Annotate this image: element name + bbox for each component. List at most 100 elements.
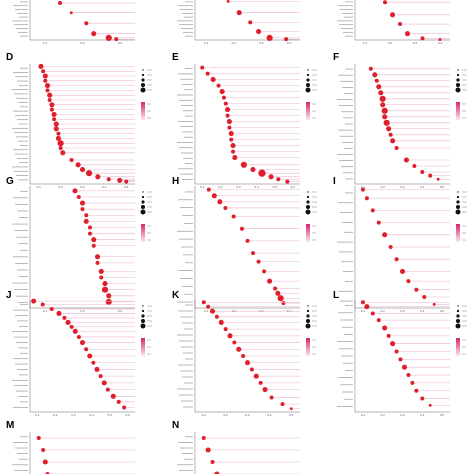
data-point [205, 71, 210, 76]
panel-l: L 0.1 0.2 0.3 0.4 0.5 [333, 290, 467, 417]
data-point [210, 77, 216, 83]
data-point [88, 225, 92, 230]
axis [29, 64, 135, 185]
data-point [40, 302, 45, 307]
size-legend-circle [306, 200, 310, 204]
data-point [251, 251, 256, 256]
axis [29, 0, 135, 41]
size-legend-circle [141, 200, 145, 204]
data-point [98, 268, 104, 274]
data-point [360, 187, 365, 192]
size-legend-circle [141, 73, 145, 77]
colorbar [141, 224, 145, 242]
panel-g: G 0.1 0.2 0.3 [6, 176, 152, 313]
data-point [69, 158, 74, 162]
axis [194, 186, 300, 309]
data-point [114, 37, 119, 42]
size-legend-circle [455, 204, 461, 210]
size-legend-circle [456, 78, 460, 82]
data-point [60, 150, 66, 156]
data-point [370, 208, 375, 213]
panel-letter: E [172, 52, 179, 63]
axis [29, 300, 135, 413]
data-point [214, 314, 219, 319]
size-legend-circle [141, 314, 145, 318]
data-point [398, 357, 403, 362]
data-point [83, 218, 89, 224]
x-tick-label: 0.3 [236, 185, 241, 189]
panel-letter: J [6, 290, 12, 301]
data-point [432, 302, 436, 306]
data-point [268, 174, 274, 180]
size-legend-circle [305, 82, 311, 88]
data-point [101, 286, 109, 293]
size-legend-circle [140, 87, 146, 93]
data-point [124, 179, 129, 184]
size-legend-circle [456, 309, 460, 313]
x-tick-label: 0.4 [420, 413, 425, 417]
data-point [122, 405, 127, 410]
data-point [76, 334, 81, 339]
colorbar [141, 102, 145, 120]
data-point [374, 78, 379, 83]
data-point [223, 205, 228, 210]
data-point [221, 95, 226, 100]
data-point [280, 402, 285, 407]
x-tick-label: 0.2 [53, 413, 58, 417]
data-point [378, 90, 384, 96]
x-tick-label: 0.6 [126, 413, 131, 417]
size-legend-circle [455, 209, 461, 215]
data-point [388, 132, 393, 137]
colorbar [306, 338, 310, 356]
data-point [38, 63, 44, 69]
data-point [231, 214, 236, 219]
x-tick-label: 0.3 [413, 41, 418, 45]
x-tick-label: 0.6 [291, 185, 296, 189]
x-tick-label: 0.1 [37, 185, 42, 189]
data-point [79, 340, 86, 346]
data-point [91, 31, 97, 37]
x-tick-label: 0.2 [381, 413, 386, 417]
x-tick-label: 0.1 [43, 41, 48, 45]
data-point [53, 121, 59, 127]
data-point [91, 237, 97, 243]
data-point [105, 34, 112, 42]
panel-letter: M [6, 420, 14, 431]
panel-letter: F [333, 52, 339, 63]
data-point [273, 286, 278, 291]
size-legend-circle [306, 309, 310, 313]
x-tick-label: 0.1 [361, 309, 366, 313]
size-legend-circle [142, 191, 144, 193]
data-point [266, 34, 273, 42]
data-point [390, 341, 396, 347]
data-point [116, 399, 121, 404]
x-tick-label: 0.1 [35, 413, 40, 417]
data-point [381, 107, 388, 114]
data-point [223, 101, 228, 106]
data-point [87, 353, 93, 359]
data-point [91, 360, 96, 365]
data-point [72, 328, 78, 334]
size-legend-circle [306, 195, 310, 199]
size-legend-circle [305, 318, 311, 324]
size-legend-circle [456, 195, 460, 199]
x-tick-label: 0.5 [440, 413, 445, 417]
data-point [201, 436, 206, 440]
size-legend-circle [142, 305, 144, 307]
data-point [370, 311, 375, 316]
data-point [276, 177, 281, 182]
data-point [403, 157, 410, 163]
data-point [206, 304, 211, 309]
x-tick-label: 0.3 [80, 185, 85, 189]
data-point [382, 325, 388, 331]
x-tick-label: 0.3 [259, 41, 264, 45]
size-legend-circle [305, 209, 311, 215]
data-point [226, 0, 230, 3]
data-point [41, 69, 46, 74]
x-tick-label: 0.4 [420, 185, 425, 189]
x-tick-label: 0.5 [440, 309, 445, 313]
data-point [218, 319, 224, 325]
data-point [388, 245, 393, 249]
data-point [41, 448, 46, 452]
panel-letter: L [333, 290, 339, 301]
